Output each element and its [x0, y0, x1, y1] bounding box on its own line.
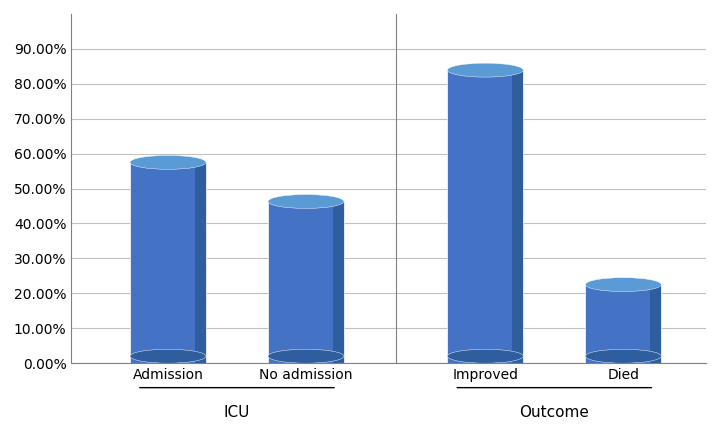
- Ellipse shape: [130, 156, 206, 169]
- Bar: [333, 201, 344, 363]
- Ellipse shape: [447, 349, 523, 363]
- Ellipse shape: [585, 278, 661, 292]
- Bar: [194, 162, 206, 363]
- Ellipse shape: [268, 349, 344, 363]
- Ellipse shape: [268, 194, 344, 209]
- Bar: [130, 162, 206, 363]
- Bar: [650, 285, 661, 363]
- Bar: [268, 201, 344, 363]
- Bar: [585, 285, 661, 363]
- Bar: [447, 70, 523, 363]
- Text: ICU: ICU: [224, 405, 250, 420]
- Text: Outcome: Outcome: [519, 405, 589, 420]
- Ellipse shape: [585, 349, 661, 363]
- Bar: [512, 70, 523, 363]
- Ellipse shape: [130, 349, 206, 363]
- Ellipse shape: [447, 63, 523, 77]
